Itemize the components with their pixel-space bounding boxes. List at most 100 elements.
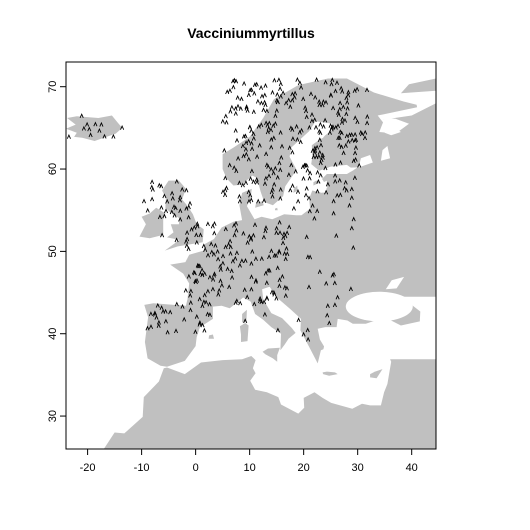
occurrence-point-30 (278, 93, 283, 99)
occurrence-point-59 (249, 87, 254, 92)
occurrence-point-210 (244, 105, 249, 111)
occurrence-point-77 (299, 127, 304, 133)
occurrence-point-159 (251, 109, 256, 114)
occurrence-point-150 (316, 153, 321, 159)
occurrence-point-541 (243, 318, 248, 324)
occurrence-point-265 (353, 144, 358, 150)
occurrence-point-539 (325, 312, 330, 318)
occurrence-point-354 (228, 244, 233, 250)
occurrence-point-443 (251, 232, 256, 238)
occurrence-point-169 (338, 159, 343, 165)
occurrence-point-528 (315, 208, 320, 214)
occurrence-point-187 (303, 192, 309, 198)
occurrence-point-218 (229, 104, 234, 110)
occurrence-point-5 (81, 125, 86, 131)
occurrence-point-3 (79, 113, 84, 118)
occurrence-point-284 (335, 123, 341, 129)
occurrence-point-226 (323, 165, 328, 171)
occurrence-point-27 (303, 108, 309, 114)
occurrence-point-327 (145, 207, 150, 213)
occurrence-point-296 (365, 120, 370, 126)
occurrence-point-87 (308, 91, 314, 97)
occurrence-point-239 (249, 168, 254, 174)
gulf-of-riga (317, 180, 327, 193)
occurrence-point-96 (290, 136, 295, 141)
occurrence-point-23 (272, 181, 277, 187)
occurrence-point-212 (293, 168, 298, 174)
occurrence-point-52 (304, 114, 309, 120)
x-tick-label-10: 10 (244, 462, 256, 474)
y-tick-label-40: 40 (47, 328, 59, 340)
occurrence-point-247 (335, 192, 340, 198)
occurrence-point-446 (202, 292, 207, 298)
y-tick-label-30: 30 (47, 410, 59, 422)
occurrence-point-246 (242, 80, 247, 86)
occurrence-point-513 (310, 202, 315, 208)
occurrence-point-486 (168, 309, 173, 315)
occurrence-point-473 (261, 234, 266, 240)
occurrence-point-219 (333, 178, 338, 184)
x-tick-label-30: 30 (352, 462, 364, 474)
occurrence-point-487 (188, 307, 193, 313)
caspian-edge (432, 305, 436, 338)
occurrence-point-352 (275, 265, 280, 271)
occurrence-point-134 (231, 78, 236, 84)
occurrence-point-179 (264, 162, 269, 168)
occurrence-point-136 (317, 102, 322, 108)
occurrence-point-451 (243, 257, 248, 263)
occurrence-point-78 (338, 100, 343, 106)
occurrence-point-175 (315, 188, 320, 194)
occurrence-point-35 (301, 96, 306, 102)
occurrence-point-241 (304, 185, 309, 191)
occurrence-point-106 (273, 113, 278, 118)
occurrence-point-250 (251, 135, 256, 141)
occurrence-point-414 (207, 301, 212, 307)
occurrence-point-227 (246, 198, 252, 204)
occurrence-point-470 (217, 287, 222, 293)
occurrence-point-114 (244, 151, 249, 157)
occurrence-point-380 (228, 250, 233, 256)
occurrence-point-85 (346, 92, 351, 98)
occurrence-point-411 (211, 272, 216, 278)
occurrence-point-101 (315, 169, 320, 175)
occurrence-point-351 (283, 256, 288, 262)
occurrence-point-536 (327, 320, 332, 326)
occurrence-point-256 (295, 136, 300, 142)
bornholm-land (275, 207, 278, 211)
sea-of-azov (385, 276, 405, 290)
occurrence-point-100 (251, 179, 256, 184)
occurrence-point-57 (248, 176, 253, 181)
x-axis: -20 -10 0 10 20 30 40 (80, 449, 418, 474)
occurrence-point-493 (148, 324, 154, 329)
occurrence-point-208 (240, 182, 245, 188)
occurrence-point-525 (287, 224, 292, 230)
occurrence-point-426 (263, 228, 268, 234)
occurrence-point-303 (170, 190, 175, 196)
occurrence-point-404 (245, 294, 250, 300)
occurrence-point-518 (317, 269, 322, 274)
occurrence-point-499 (173, 328, 179, 334)
occurrence-point-477 (201, 243, 206, 249)
occurrence-point-445 (277, 219, 282, 225)
occurrence-point-98 (238, 105, 243, 111)
occurrence-point-62 (262, 180, 268, 186)
occurrence-point-215 (290, 97, 295, 103)
occurrence-point-209 (290, 183, 295, 188)
occurrence-point-229 (339, 119, 345, 125)
occurrence-point-325 (141, 198, 147, 204)
occurrence-point-299 (323, 99, 329, 105)
occurrence-point-102 (270, 193, 275, 199)
occurrence-point-483 (202, 327, 207, 333)
occurrence-point-198 (263, 82, 268, 88)
occurrence-point-216 (270, 186, 275, 192)
occurrence-point-398 (215, 248, 220, 254)
occurrence-point-69 (342, 117, 348, 123)
occurrence-point-392 (242, 287, 247, 292)
occurrence-point-171 (259, 93, 265, 99)
occurrence-point-466 (283, 292, 288, 298)
occurrence-point-245 (288, 104, 293, 109)
occurrence-point-143 (240, 143, 245, 149)
occurrence-point-185 (277, 160, 282, 166)
occurrence-point-7 (85, 121, 90, 127)
